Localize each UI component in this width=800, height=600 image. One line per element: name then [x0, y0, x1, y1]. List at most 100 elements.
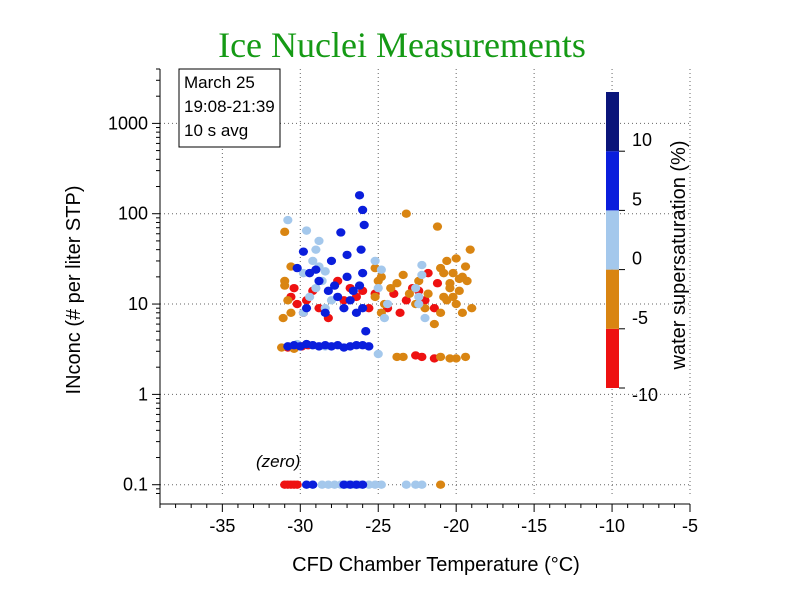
- data-point: [359, 220, 369, 230]
- data-point: [451, 299, 461, 309]
- data-point: [376, 265, 386, 274]
- data-point: [404, 289, 415, 298]
- x-tick-label: -30: [287, 516, 313, 536]
- data-point: [298, 247, 309, 256]
- data-point: [432, 222, 443, 231]
- colorbar: 10 5 0 -5 -10: [606, 92, 658, 405]
- data-point: [326, 256, 337, 266]
- data-point: [432, 279, 443, 288]
- data-point: [370, 256, 380, 266]
- info-box-date: March 25: [184, 73, 255, 92]
- data-point: [435, 352, 446, 362]
- data-point: [460, 352, 471, 362]
- x-tick-label: -35: [209, 516, 235, 536]
- data-point: [448, 292, 458, 302]
- data-point: [429, 303, 439, 313]
- y-tick-label: 1000: [108, 113, 148, 133]
- colorbar-tick-label: 5: [632, 189, 642, 209]
- data-point: [414, 292, 424, 302]
- data-point: [445, 283, 455, 293]
- data-point: [333, 292, 343, 302]
- data-point: [358, 303, 368, 313]
- y-axis-label: INconc (# per liter STP): [63, 186, 85, 395]
- data-point: [392, 279, 402, 288]
- colorbar-label: water supersaturation (%): [668, 141, 690, 371]
- zero-annotation: (zero): [256, 452, 300, 471]
- data-point: [401, 209, 411, 218]
- info-box: March 25 19:08-21:39 10 s avg: [178, 68, 281, 148]
- data-point: [448, 268, 458, 278]
- data-point: [280, 227, 290, 237]
- data-point: [342, 250, 352, 260]
- data-point: [358, 268, 368, 278]
- y-tick-label: 0.1: [123, 475, 148, 495]
- chart-title: Ice Nuclei Measurements: [218, 25, 586, 65]
- data-point: [305, 292, 315, 302]
- data-point: [417, 260, 427, 270]
- data-point: [348, 286, 358, 296]
- data-point: [417, 480, 427, 489]
- points-layer: [276, 191, 477, 489]
- data-point: [336, 228, 346, 237]
- data-point: [442, 256, 452, 266]
- x-tick-label: -10: [599, 516, 625, 536]
- data-point: [395, 308, 405, 318]
- data-point: [311, 245, 321, 254]
- data-point: [454, 286, 464, 296]
- data-point: [467, 303, 477, 313]
- data-point: [379, 313, 390, 323]
- y-tick-label: 100: [118, 204, 148, 224]
- data-point: [435, 308, 446, 318]
- data-point: [420, 313, 430, 323]
- colorbar-tick-label: -5: [632, 308, 648, 328]
- colorbar-tick-label: 0: [632, 249, 642, 269]
- data-point: [401, 296, 411, 305]
- data-point: [386, 283, 396, 293]
- data-point: [292, 480, 302, 489]
- y-tick-label: 10: [128, 294, 148, 314]
- data-point: [280, 276, 290, 286]
- data-point: [308, 480, 318, 489]
- data-point: [286, 308, 296, 318]
- x-tick-label: -25: [365, 516, 391, 536]
- data-point: [373, 283, 383, 293]
- data-point: [411, 351, 421, 360]
- data-point: [460, 262, 471, 271]
- data-point: [439, 268, 449, 278]
- data-point: [351, 308, 362, 318]
- data-point: [429, 319, 439, 329]
- data-point: [398, 352, 408, 362]
- data-point: [451, 254, 461, 263]
- data-point: [301, 303, 312, 313]
- info-box-averaging: 10 s avg: [184, 121, 248, 140]
- data-point: [358, 480, 368, 489]
- x-tick-label: -20: [443, 516, 469, 536]
- data-point: [417, 270, 427, 280]
- data-point: [354, 191, 365, 200]
- data-point: [411, 283, 421, 293]
- x-tick-label: -15: [521, 516, 547, 536]
- data-point: [454, 274, 464, 284]
- colorbar-tick-label: 10: [632, 130, 652, 150]
- data-point: [382, 299, 393, 309]
- data-point: [308, 256, 318, 266]
- data-point: [451, 354, 461, 363]
- data-point: [401, 480, 411, 489]
- data-point: [292, 299, 302, 309]
- data-point: [314, 276, 324, 286]
- y-tick-label: 1: [138, 384, 148, 404]
- data-point: [311, 265, 321, 274]
- data-point: [314, 236, 324, 246]
- data-point: [376, 272, 386, 282]
- data-point: [373, 349, 383, 359]
- data-point: [354, 281, 365, 290]
- data-point: [435, 480, 446, 489]
- data-point: [361, 327, 371, 336]
- data-point: [289, 283, 299, 293]
- data-point: [301, 226, 312, 235]
- data-point: [465, 245, 475, 254]
- data-point: [283, 215, 293, 225]
- data-point: [462, 276, 472, 286]
